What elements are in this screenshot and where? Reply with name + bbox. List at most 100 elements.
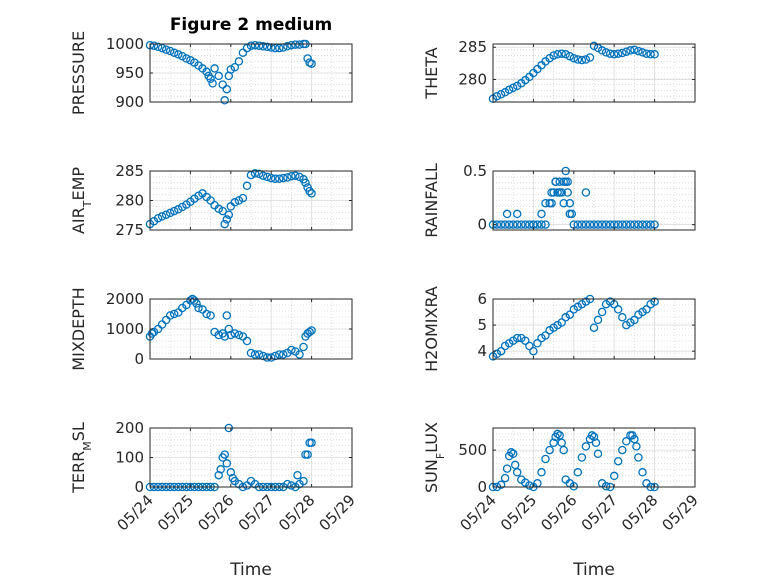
panel-sun-flux-data-point [512, 468, 522, 477]
panel-mixdepth-y-tick-label: 0 [134, 350, 144, 368]
panel-rainfall-data-point [573, 220, 583, 229]
panel-rainfall-data-point [537, 220, 546, 229]
panel-rainfall-data-point [517, 220, 526, 229]
panel-sun-flux-data-point [591, 438, 601, 448]
panel-h2omixra-data-point [521, 336, 530, 345]
panel-air-temp-data-point [224, 210, 234, 219]
panel-mixdepth-data-point [246, 348, 256, 358]
panel-mixdepth-data-point [299, 342, 308, 352]
panel-sun-flux-data-point [496, 480, 506, 490]
panel-mixdepth-data-point [305, 327, 314, 337]
panel-theta-data-point [557, 49, 566, 58]
panel-mixdepth-data-point [307, 326, 316, 335]
panel-rainfall-data-point [622, 220, 631, 229]
panel-rainfall-data-point [589, 220, 599, 229]
panel-rainfall-data-point [638, 220, 647, 229]
panel-h2omixra-data-point [529, 346, 538, 356]
panel-pressure-data-point [303, 54, 312, 63]
panel-h2omixra-y-tick-label: 4 [477, 342, 487, 360]
panel-theta-data-point [630, 45, 639, 55]
panel-sun-flux-data-point [555, 431, 564, 440]
panel-sun-flux-data-point [581, 442, 591, 451]
panel-air-temp-data-point [178, 202, 187, 212]
panel-air-temp-data-point [230, 198, 240, 207]
panel-rainfall-data-point [541, 198, 550, 208]
panel-mixdepth-data-point [147, 329, 157, 338]
panel-pressure-data-point [250, 40, 260, 50]
panel-air-temp-data-point [222, 215, 232, 224]
panel-sun-flux-data-point [502, 464, 512, 473]
panel-rainfall-data-point [613, 220, 623, 229]
panel-theta-data-point [642, 49, 651, 58]
panel-theta-data-point [609, 50, 619, 59]
panel-pressure-data-point [220, 96, 229, 105]
panel-h2omixra: 4 5 6 H2OMIXRA [422, 286, 696, 372]
panel-h2omixra-data-point [597, 307, 607, 317]
panel-mixdepth-data-point [275, 350, 284, 359]
panel-sun-flux-data-point [632, 442, 641, 451]
panel-sun-flux-y-tick-label: 500 [458, 441, 487, 459]
panel-theta-data-point [577, 55, 587, 65]
panel-rainfall-data-point [630, 220, 639, 229]
panel-terr-msl-y-tick-label: 200 [115, 419, 144, 437]
panel-pressure-data-point [182, 54, 191, 63]
panel-terr-msl-data-point [299, 476, 308, 486]
panel-mixdepth-data-point [295, 350, 304, 359]
panel-rainfall-data-point [626, 220, 635, 229]
panel-theta-data-point [573, 55, 583, 64]
panel-air-temp-data-point [283, 173, 292, 182]
panel-pressure-data-point [165, 46, 175, 56]
panel-h2omixra-y-axis-label: H2OMIXRA [422, 286, 441, 372]
panel-pressure-data-point [206, 74, 215, 84]
panel-theta-data-point [565, 51, 575, 61]
panel-theta-data-point [508, 83, 518, 93]
panel-terr-msl-y-tick-label: 100 [115, 449, 144, 467]
panel-theta-y-axis-label: THETA [422, 47, 441, 99]
panel-theta-data-point [626, 46, 635, 55]
panel-mixdepth-data-point [250, 350, 260, 359]
panel-theta-data-point [597, 46, 607, 55]
panel-theta-data-point [605, 49, 615, 58]
panel-mixdepth-data-point [165, 311, 175, 320]
panel-pressure-data-point [208, 79, 217, 88]
panel-sun-flux-data-point [541, 454, 550, 464]
panel-theta: 280 285 THETA [422, 38, 696, 104]
panel-pressure-data-point [169, 48, 179, 57]
panel-sun-flux-data-point [638, 468, 647, 477]
panel-rainfall-data-point [642, 220, 651, 229]
panel-sun-flux-data-point [609, 471, 619, 481]
panel-mixdepth-data-point [226, 330, 236, 340]
panel-air-temp-data-point [287, 172, 296, 181]
panel-rainfall-data-point [565, 209, 575, 219]
panel-rainfall-data-point [504, 220, 514, 229]
x-axis-label-right: Time [572, 560, 615, 580]
panel-air-temp-data-point [153, 213, 163, 223]
panel-sun-flux-data-point [634, 453, 643, 462]
panel-mixdepth-data-point [230, 329, 240, 338]
panel-rainfall-data-point [581, 188, 591, 197]
panel-theta-data-point [549, 51, 558, 60]
panel-pressure-data-point [283, 42, 292, 51]
panel-rainfall-axes-box [492, 170, 696, 231]
panel-theta-data-point [618, 48, 627, 58]
panel-pressure-data-point [307, 59, 316, 68]
panel-h2omixra-axes-box [492, 298, 696, 360]
panel-theta-data-point [589, 41, 599, 51]
panel-rainfall-data-point [555, 188, 564, 197]
panel-rainfall-y-tick-label: 0 [477, 216, 487, 234]
panel-theta-axes-box [492, 43, 696, 103]
panel-h2omixra-data-point [541, 331, 550, 340]
panel-rainfall: 0 0.5 RAINFALL [422, 162, 696, 238]
panel-mixdepth-data-point [202, 309, 211, 319]
panel-theta-data-point [553, 50, 562, 59]
panel-air-temp-data-point [305, 186, 314, 196]
panel-sun-flux-data-point [593, 449, 603, 459]
panel-air-temp-data-point [169, 206, 179, 216]
panel-rainfall-data-point [565, 198, 575, 208]
panel-pressure-data-point [230, 62, 240, 72]
panel-rainfall-data-point [537, 209, 546, 219]
panel-h2omixra-data-point [496, 346, 506, 356]
panel-pressure-data-point [153, 42, 163, 52]
panel-terr-msl-data-point [303, 450, 312, 459]
